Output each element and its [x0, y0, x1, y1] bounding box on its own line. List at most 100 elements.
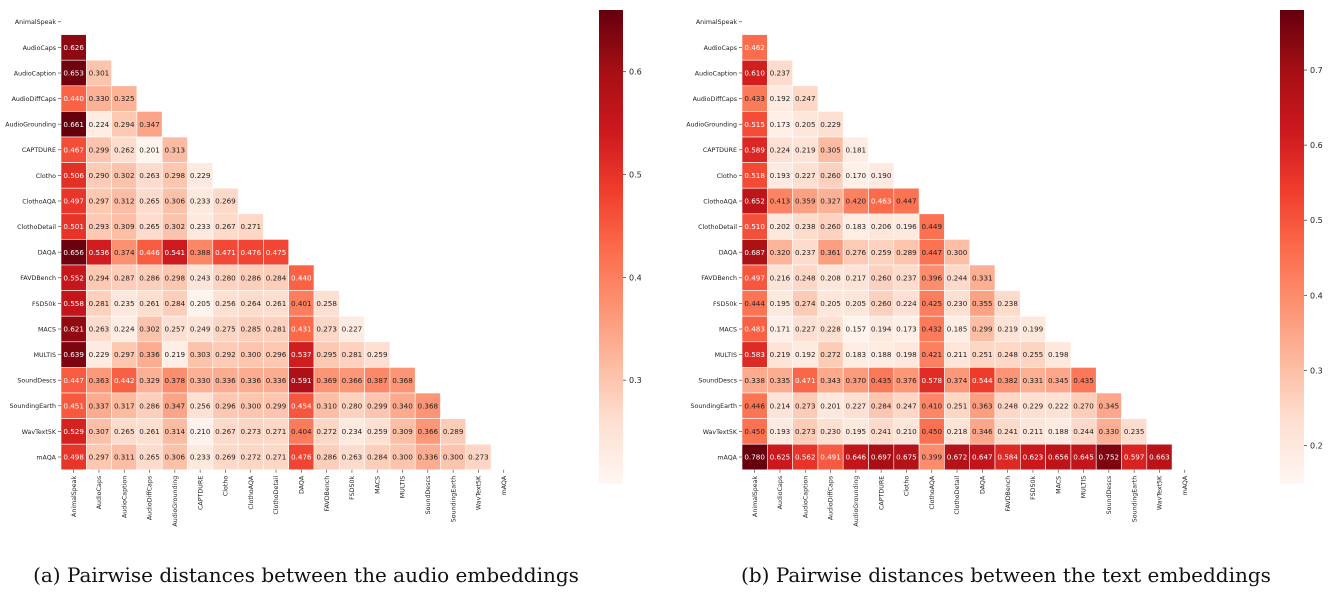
heatmap-cell	[86, 187, 112, 215]
cell-value-label: 0.340	[392, 401, 413, 410]
heatmap-cell	[389, 392, 416, 419]
cell-value-label: 0.233	[190, 222, 211, 231]
cell-value-label: 0.359	[795, 197, 816, 206]
x-tick-label: mAQA	[1182, 475, 1189, 495]
colorbar-segment	[1280, 376, 1304, 382]
heatmap-cell	[842, 315, 869, 343]
cell-value-label: 0.444	[744, 299, 765, 308]
x-tick-label: DAQA	[980, 475, 987, 494]
y-tick-label: AudioCaps	[23, 45, 56, 52]
colorbar-segment	[1280, 191, 1304, 196]
colorbar-segment	[599, 29, 623, 35]
cell-value-label: 0.336	[266, 376, 287, 385]
y-tick-label: WavText5K	[703, 429, 738, 436]
cell-value-label: 0.260	[871, 299, 892, 308]
x-tick-label: MULTIS	[400, 476, 407, 498]
cell-value-label: 0.335	[770, 376, 791, 385]
colorbar-segment	[1280, 65, 1304, 70]
colorbar-segment	[599, 25, 623, 31]
cell-value-label: 0.330	[89, 94, 110, 103]
colorbar-segment	[599, 270, 623, 275]
cell-value-label: 0.270	[1073, 401, 1094, 410]
y-tick-label: WavText5K	[22, 429, 57, 436]
cell-value-label: 0.229	[89, 350, 110, 359]
cell-value-label: 0.497	[63, 197, 84, 206]
heatmap-cell	[1045, 367, 1072, 394]
cell-value-label: 0.370	[846, 376, 867, 385]
colorbar-segment	[599, 207, 623, 212]
colorbar-segment	[599, 329, 623, 334]
colorbar-segment	[1280, 459, 1304, 464]
colorbar-segment	[599, 17, 623, 23]
cell-value-label: 0.647	[972, 453, 993, 462]
colorbar-segment	[599, 317, 623, 322]
cell-value-label: 0.369	[316, 376, 337, 385]
heatmap-cell	[994, 392, 1021, 419]
colorbar-segment	[599, 41, 623, 47]
cell-value-label: 0.336	[139, 350, 160, 359]
x-tick-label: MACS	[1055, 476, 1062, 494]
heatmap-cell	[263, 341, 289, 368]
colorbar-segment	[599, 179, 623, 185]
x-tick-label: ClothoAQA	[248, 475, 255, 509]
x-tick-label: SoundingEarth	[450, 476, 457, 522]
heatmap-cell	[842, 239, 869, 266]
colorbar-segment	[599, 356, 623, 362]
cell-value-label: 0.218	[947, 427, 968, 436]
y-tick-label: mAQA	[717, 454, 737, 461]
colorbar-segment	[1280, 13, 1304, 19]
heatmap-cell	[918, 392, 945, 419]
heatmap-cell	[187, 290, 214, 317]
y-tick-label: SoundDescs	[698, 378, 737, 385]
x-tick-label: ClothoAQA	[929, 475, 936, 509]
cell-value-label: 0.447	[896, 197, 917, 206]
heatmap-cell	[766, 213, 793, 240]
heatmap-cell	[111, 264, 138, 291]
colorbar-segment	[599, 84, 623, 90]
heatmap-cell	[741, 187, 768, 215]
cell-value-label: 0.413	[770, 197, 791, 206]
cell-value-label: 0.433	[744, 94, 765, 103]
colorbar-segment	[1280, 431, 1304, 437]
colorbar-segment	[599, 254, 623, 259]
colorbar-segment	[599, 242, 623, 248]
cell-value-label: 0.229	[1023, 401, 1044, 410]
colorbar-segment	[1280, 234, 1304, 240]
cell-value-label: 0.529	[63, 427, 84, 436]
heatmap-cell	[60, 34, 87, 61]
cell-value-label: 0.267	[215, 222, 236, 231]
x-tick-label: AudioDiffCaps	[147, 476, 154, 520]
cell-value-label: 0.262	[114, 145, 135, 154]
heatmap-cell	[136, 239, 163, 266]
cell-value-label: 0.157	[846, 325, 867, 334]
cell-value-label: 0.589	[744, 145, 765, 154]
cell-value-label: 0.558	[63, 299, 84, 308]
heatmap-cell	[741, 85, 768, 112]
cell-value-label: 0.361	[820, 248, 841, 257]
cell-value-label: 0.217	[846, 273, 867, 282]
cell-value-label: 0.399	[921, 453, 942, 462]
x-tick-label: AudioCaption	[802, 476, 809, 518]
heatmap-cell	[111, 85, 138, 112]
cell-value-label: 0.583	[744, 350, 765, 359]
cell-value-label: 0.293	[89, 222, 110, 231]
x-tick-label: FSD50k	[1030, 475, 1037, 499]
colorbar-segment	[599, 443, 623, 449]
colorbar-segment	[599, 203, 623, 208]
cell-value-label: 0.501	[63, 222, 84, 231]
colorbar-segment	[1280, 112, 1304, 118]
heatmap-cell	[842, 443, 869, 471]
cell-value-label: 0.211	[947, 350, 968, 359]
colorbar-segment	[599, 404, 623, 409]
cell-value-label: 0.238	[795, 222, 816, 231]
y-tick-label: FAVDBench	[20, 275, 56, 282]
x-tick-label: CAPTDURE	[197, 476, 204, 510]
cell-value-label: 0.289	[896, 248, 917, 257]
heatmap-cell	[1019, 392, 1046, 419]
y-tick-label: ClothoDetail	[17, 224, 56, 231]
heatmap-cell	[741, 213, 768, 240]
cell-value-label: 0.171	[770, 325, 791, 334]
cell-value-label: 0.243	[190, 273, 211, 282]
colorbar-segment	[1280, 175, 1304, 181]
colorbar-segment	[599, 360, 623, 366]
